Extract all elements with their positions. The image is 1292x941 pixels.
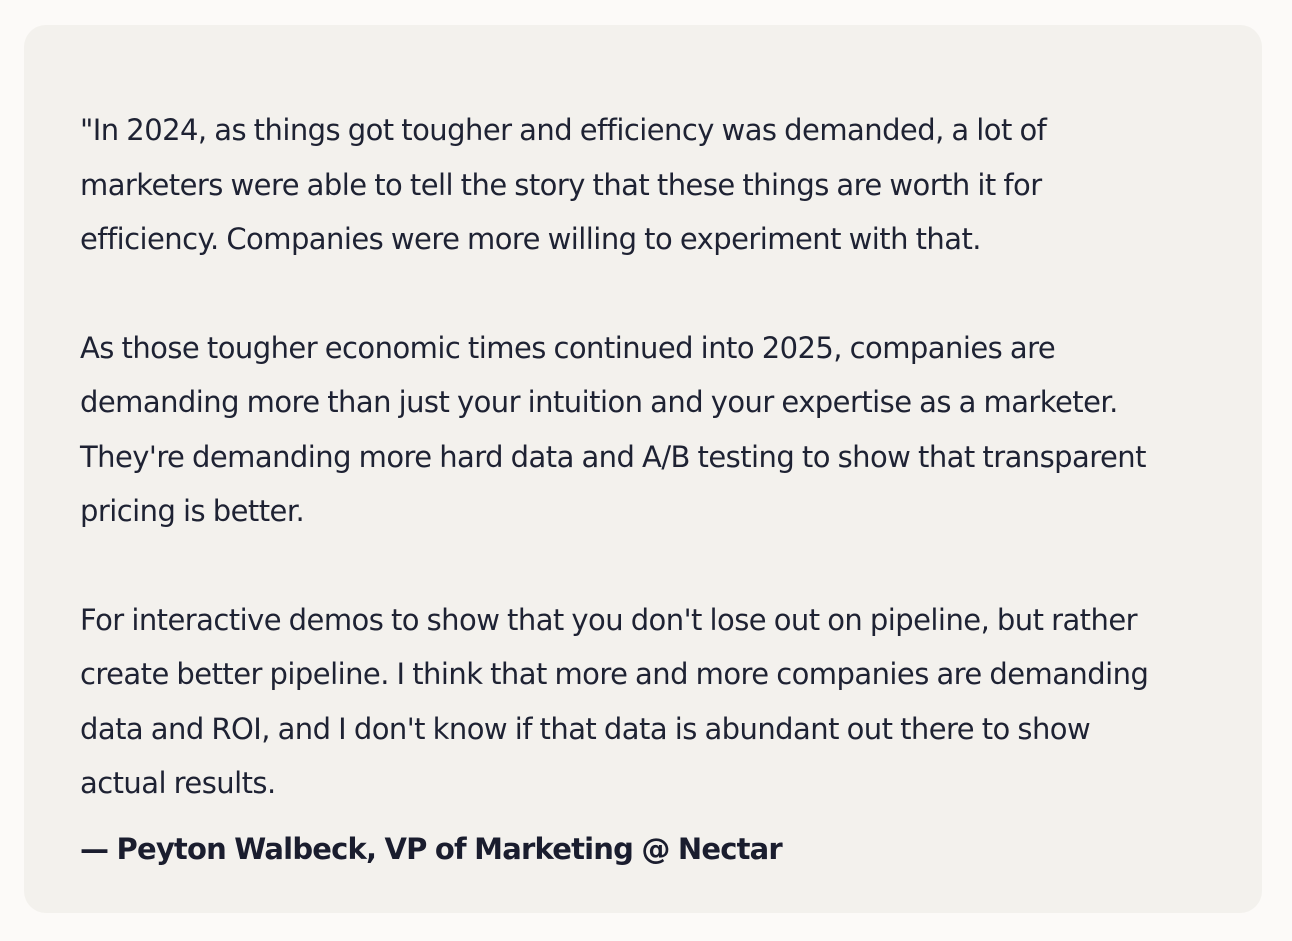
quote-card: "In 2024, as things got tougher and effi…: [24, 25, 1262, 913]
quote-paragraph-2: As those tougher economic times continue…: [80, 330, 1146, 529]
quote-attribution: — Peyton Walbeck, VP of Marketing @ Nect…: [80, 831, 783, 866]
quote-paragraph-1: "In 2024, as things got tougher and effi…: [80, 113, 1047, 256]
quote-paragraph-3: For interactive demos to show that you d…: [80, 602, 1149, 801]
